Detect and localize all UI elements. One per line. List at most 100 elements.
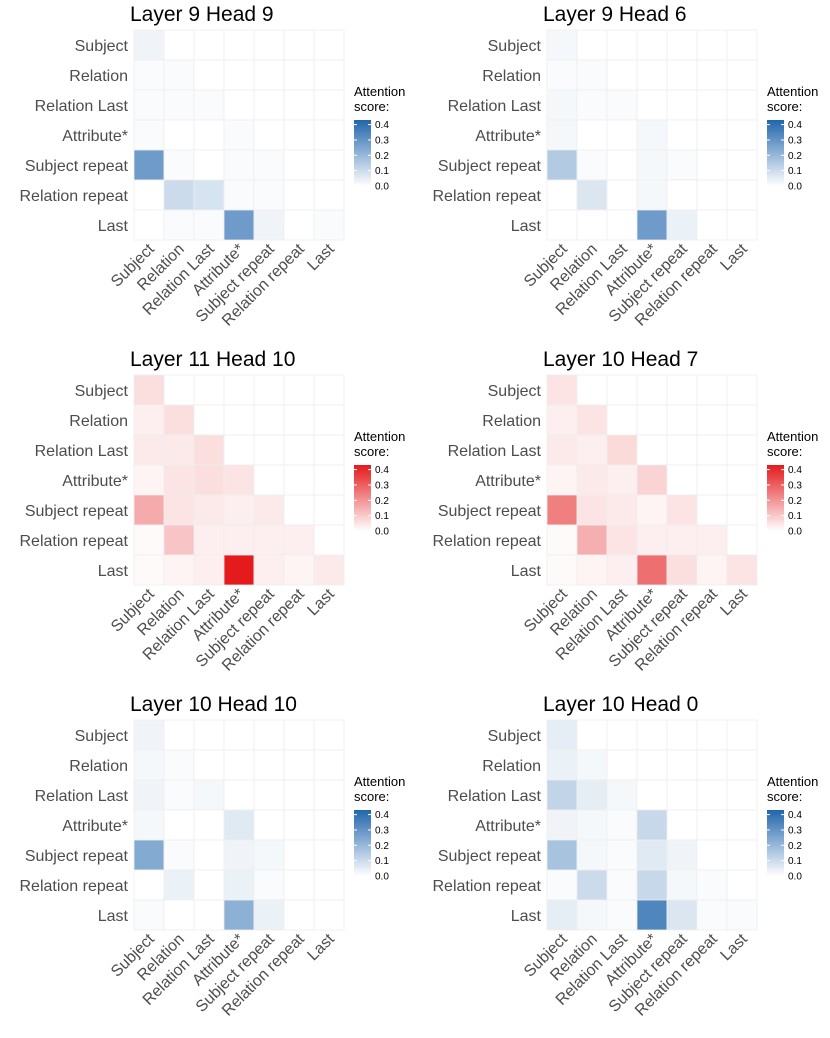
cell-subject-relation	[163, 374, 195, 406]
cell-relation-relation-repeat	[696, 59, 728, 91]
cell-relation-repeat-last	[313, 524, 345, 556]
cell-relation-relation	[163, 404, 195, 436]
cell-relation-last-subject	[133, 89, 165, 121]
cell-subject-repeat-relation-repeat	[283, 839, 315, 871]
cell-relation-attribute	[223, 749, 255, 781]
cell-relation-repeat-relation	[163, 524, 195, 556]
cell-relation-attribute	[636, 749, 668, 781]
cell-subject-repeat-attribute	[636, 149, 668, 181]
cell-relation-last-relation	[163, 779, 195, 811]
cell-last-relation	[576, 554, 608, 586]
cell-subject-relation-repeat	[283, 29, 315, 61]
row-label-last: Last	[98, 218, 129, 235]
cell-subject-repeat-relation	[576, 494, 608, 526]
panel-title: Layer 10 Head 7	[543, 348, 698, 371]
cell-relation-subject	[133, 59, 165, 91]
col-label-last: Last	[304, 930, 338, 964]
cell-relation-repeat-subject	[133, 524, 165, 556]
cell-subject-repeat-last	[313, 839, 345, 871]
row-label-relation-last: Relation Last	[35, 443, 129, 460]
cell-relation-repeat-subject-repeat	[666, 179, 698, 211]
cell-relation-last-subject	[546, 779, 578, 811]
cell-relation-last	[726, 749, 758, 781]
cell-subject-relation-repeat	[283, 374, 315, 406]
row-label-attribute: Attribute*	[475, 128, 541, 145]
row-label-relation-last: Relation Last	[448, 98, 542, 115]
cell-relation-last-relation-last	[193, 89, 225, 121]
cell-last-relation	[163, 209, 195, 241]
legend-colorbar	[354, 465, 371, 531]
cell-last-attribute	[636, 209, 668, 241]
cell-last-relation-repeat	[696, 899, 728, 931]
cell-relation-relation-last	[606, 749, 638, 781]
cell-relation-relation	[576, 59, 608, 91]
cell-relation-repeat-relation-last	[193, 869, 225, 901]
cell-subject-last	[726, 719, 758, 751]
cell-relation-last-subject	[133, 434, 165, 466]
cell-subject-subject	[133, 719, 165, 751]
cell-relation-repeat-relation-repeat	[283, 524, 315, 556]
cell-subject-repeat-subject-repeat	[666, 494, 698, 526]
legend-tick-label: 0.4	[375, 810, 389, 821]
cell-relation-repeat-subject	[133, 869, 165, 901]
cell-last-last	[313, 899, 345, 931]
cell-relation-repeat-subject	[133, 179, 165, 211]
cell-attribute-relation	[576, 809, 608, 841]
cell-relation-last	[726, 404, 758, 436]
cell-subject-repeat-relation-repeat	[696, 839, 728, 871]
cell-relation-repeat-attribute	[223, 524, 255, 556]
cell-relation-repeat-relation	[576, 179, 608, 211]
cell-subject-repeat-relation	[163, 149, 195, 181]
cell-subject-subject	[546, 29, 578, 61]
legend-tick-label: 0.0	[788, 182, 802, 193]
cell-subject-repeat-relation-repeat	[696, 149, 728, 181]
legend-tick-label: 0.0	[788, 527, 802, 538]
cell-relation-last-last	[313, 434, 345, 466]
row-label-last: Last	[511, 563, 542, 580]
cell-relation-relation-repeat	[696, 749, 728, 781]
cell-relation-repeat-relation	[163, 869, 195, 901]
cell-relation-repeat-relation-last	[606, 869, 638, 901]
cell-last-last	[726, 554, 758, 586]
cell-relation-relation-last	[606, 59, 638, 91]
cell-relation-repeat-last	[313, 869, 345, 901]
legend-title: Attention	[767, 774, 818, 789]
legend-tick-label: 0.2	[375, 151, 389, 162]
cell-last-last	[313, 209, 345, 241]
cell-relation-repeat-subject-repeat	[666, 869, 698, 901]
cell-relation-last-attribute	[636, 779, 668, 811]
cell-attribute-relation	[576, 464, 608, 496]
cell-last-subject	[133, 899, 165, 931]
cell-subject-repeat-last	[313, 494, 345, 526]
row-label-relation-repeat: Relation repeat	[19, 188, 128, 205]
cell-relation-relation	[163, 59, 195, 91]
row-label-relation: Relation	[69, 413, 128, 430]
cell-relation-repeat-attribute	[636, 869, 668, 901]
row-label-last: Last	[98, 908, 129, 925]
cell-subject-relation	[576, 719, 608, 751]
legend-title: score:	[767, 789, 802, 804]
cell-last-relation	[163, 554, 195, 586]
cell-attribute-subject-repeat	[253, 464, 285, 496]
row-label-attribute: Attribute*	[62, 473, 128, 490]
legend-title: score:	[354, 99, 389, 114]
cell-relation-attribute	[223, 404, 255, 436]
legend-tick-label: 0.1	[788, 511, 802, 522]
row-label-relation-repeat: Relation repeat	[432, 188, 541, 205]
cell-attribute-relation-last	[193, 464, 225, 496]
row-label-last: Last	[511, 218, 542, 235]
cell-subject-repeat-attribute	[223, 149, 255, 181]
cell-subject-repeat-relation	[163, 494, 195, 526]
legend-tick-label: 0.0	[375, 872, 389, 883]
cell-subject-subject-repeat	[666, 29, 698, 61]
cell-relation-relation	[576, 404, 608, 436]
cell-attribute-last	[726, 464, 758, 496]
row-label-subject: Subject	[488, 38, 542, 55]
cell-attribute-relation-repeat	[696, 119, 728, 151]
cell-subject-last	[313, 719, 345, 751]
cell-subject-attribute	[636, 29, 668, 61]
cell-subject-repeat-relation-last	[193, 494, 225, 526]
